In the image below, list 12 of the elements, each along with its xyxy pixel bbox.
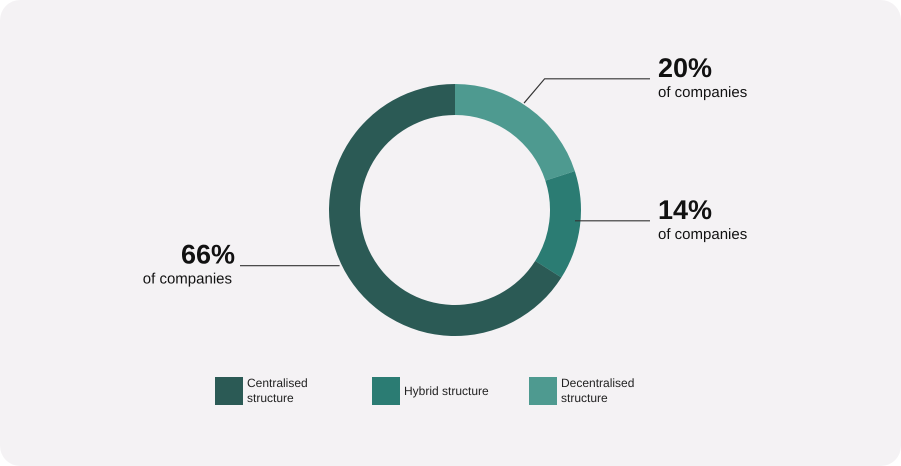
data-label: 14% bbox=[658, 194, 712, 225]
text: of companies bbox=[658, 84, 748, 101]
legend-label: Decentralised structure bbox=[561, 376, 636, 406]
data-label: 20% bbox=[658, 52, 712, 83]
donut-slice bbox=[329, 84, 562, 336]
donut-slice bbox=[535, 171, 581, 278]
legend-label: Hybrid structure bbox=[404, 384, 489, 398]
donut-slice bbox=[455, 84, 575, 181]
legend-label: Centralised structure bbox=[247, 376, 309, 406]
text: of companies bbox=[658, 226, 748, 243]
text: of companies bbox=[142, 270, 232, 288]
data-label: 66% bbox=[180, 240, 235, 270]
